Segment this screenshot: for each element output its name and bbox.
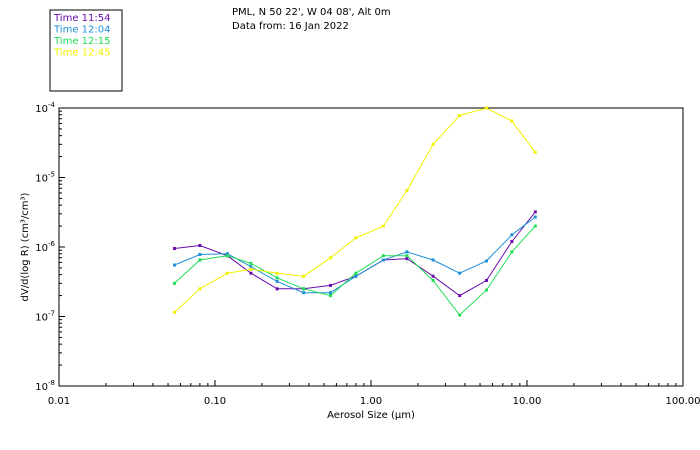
data-point: [431, 278, 435, 282]
data-point: [510, 119, 514, 123]
legend-entry: Time 12:15: [53, 36, 110, 47]
y-axis-label: dV/d(log R) (cm³/cm³): [20, 192, 31, 301]
data-point: [458, 313, 462, 317]
data-point: [275, 271, 279, 275]
data-point: [510, 239, 514, 243]
data-point: [354, 236, 358, 240]
x-tick-label: 0.01: [48, 396, 70, 407]
data-point: [533, 215, 537, 219]
y-tick-label: 10-5: [35, 171, 55, 185]
legend-entry: Time 12:45: [53, 48, 110, 59]
data-point: [431, 142, 435, 146]
data-point: [458, 113, 462, 117]
data-point: [458, 294, 462, 298]
data-point: [328, 283, 332, 287]
data-point: [484, 278, 488, 282]
data-point: [484, 288, 488, 292]
data-point: [405, 189, 409, 193]
data-point: [533, 210, 537, 214]
y-tick-label: 10-4: [35, 101, 55, 115]
data-point: [225, 252, 229, 256]
data-point: [249, 271, 253, 275]
legend-entry: Time 11:54: [53, 13, 110, 24]
data-point: [198, 258, 202, 262]
data-point: [458, 271, 462, 275]
data-point: [172, 247, 176, 251]
data-point: [405, 257, 409, 261]
data-point: [354, 271, 358, 275]
data-point: [172, 281, 176, 285]
header-location: PML, N 50 22', W 04 08', Alt 0m: [232, 7, 391, 18]
data-series: [172, 106, 537, 317]
data-point: [510, 250, 514, 254]
data-point: [328, 256, 332, 260]
x-axis-label: Aerosol Size (μm): [327, 410, 415, 421]
y-tick-label: 10-7: [35, 310, 55, 324]
legend-entry: Time 12:04: [53, 25, 110, 36]
data-point: [275, 287, 279, 291]
x-tick-label: 1.00: [360, 396, 382, 407]
data-point: [198, 252, 202, 256]
data-point: [302, 274, 306, 278]
data-point: [354, 274, 358, 278]
data-point: [381, 258, 385, 262]
x-tick-label: 0.10: [204, 396, 226, 407]
data-point: [198, 244, 202, 248]
data-point: [249, 261, 253, 265]
data-point: [275, 279, 279, 283]
data-point: [328, 294, 332, 298]
plot-frame: [58, 107, 684, 387]
data-point: [431, 274, 435, 278]
data-point: [198, 287, 202, 291]
header-date: Data from: 16 Jan 2022: [232, 21, 349, 32]
data-point: [381, 254, 385, 258]
data-point: [510, 233, 514, 237]
data-point: [405, 250, 409, 254]
data-point: [302, 291, 306, 295]
data-point: [328, 291, 332, 295]
data-point: [249, 267, 253, 271]
data-point: [484, 259, 488, 263]
data-point: [533, 224, 537, 228]
y-tick-label: 10-8: [35, 379, 55, 393]
x-tick-label: 10.00: [513, 396, 542, 407]
data-point: [275, 276, 279, 280]
y-tick-label: 10-6: [35, 240, 55, 254]
data-point: [225, 254, 229, 258]
data-point: [172, 310, 176, 314]
data-point: [431, 258, 435, 262]
data-point: [533, 150, 537, 154]
data-point: [381, 224, 385, 228]
data-point: [484, 106, 488, 110]
axis-ticks: 0.01 0.10 1.00 10.00 100.00 10-8 10-7 10-6 10-5 1…: [35, 101, 700, 407]
data-point: [225, 271, 229, 275]
x-tick-label: 100.00: [666, 396, 700, 407]
legend-box: [49, 9, 123, 92]
series-line-3: [174, 107, 536, 313]
data-point: [405, 254, 409, 258]
data-point: [172, 263, 176, 267]
data-point: [249, 265, 253, 269]
data-point: [302, 287, 306, 291]
